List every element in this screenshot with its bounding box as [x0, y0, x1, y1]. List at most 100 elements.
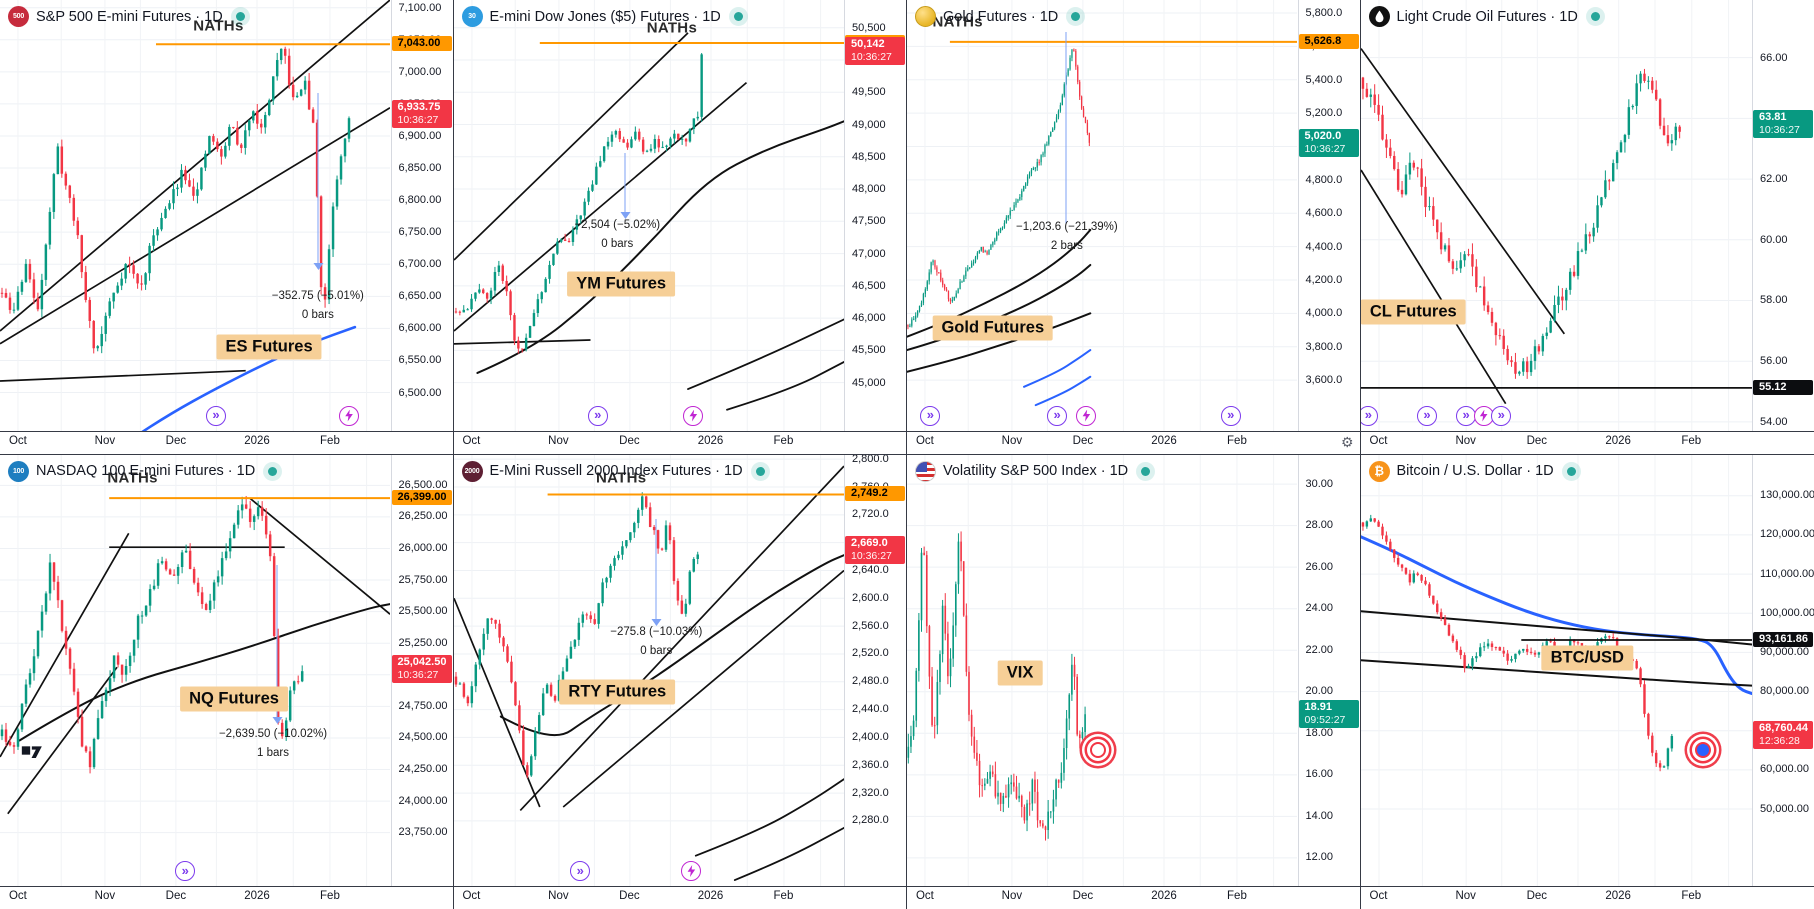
time-axis[interactable]: Oct Nov Dec 2026 Feb	[907, 886, 1360, 909]
price-tick-label: 7,100.00	[398, 1, 442, 14]
symbol-title[interactable]: E-Mini Russell 2000 Index Futures · 1D	[489, 463, 743, 479]
chart-canvas[interactable]	[0, 0, 390, 431]
symbol-title[interactable]: NASDAQ 100 E-mini Futures · 1D	[36, 463, 256, 479]
last-price-label[interactable]: 68,760.44 12:36:28	[1753, 721, 1813, 750]
time-axis[interactable]: Oct Nov Dec 2026 Feb	[0, 886, 453, 909]
record-rings-icon[interactable]	[1090, 742, 1107, 759]
price-tick-label: 100,000.00	[1760, 606, 1814, 619]
time-axis[interactable]: Oct Nov Dec 2026 Feb	[1360, 886, 1814, 909]
symbol-title[interactable]: Light Crude Oil Futures · 1D	[1396, 8, 1578, 25]
price-axis[interactable]: 50,50050,00049,50049,00048,50048,00047,5…	[844, 0, 906, 431]
lightning-icon[interactable]	[681, 861, 702, 881]
chart-canvas[interactable]	[907, 454, 1297, 887]
level-price-label[interactable]: 93,161.86	[1753, 631, 1813, 647]
scale-settings-icon[interactable]: ⚙	[1340, 433, 1354, 450]
time-axis[interactable]: Oct Nov Dec 2026 Feb	[453, 430, 906, 454]
last-price-label[interactable]: 18.91 09:52:27	[1298, 699, 1359, 728]
go-to-realtime-icon[interactable]: »	[1047, 405, 1068, 426]
instrument-label-box[interactable]: ES Futures	[216, 334, 322, 360]
go-to-realtime-icon[interactable]: »	[1220, 405, 1241, 426]
go-to-realtime-icon[interactable]: »	[570, 861, 591, 881]
last-price-label[interactable]: 2,669.0 10:36:27	[845, 535, 905, 564]
lightning-icon[interactable]	[339, 405, 360, 426]
instrument-label-box[interactable]: BTC/USD	[1541, 645, 1633, 671]
symbol-title[interactable]: S&P 500 E-mini Futures · 1D	[36, 8, 223, 25]
chart-canvas[interactable]	[907, 0, 1297, 431]
instrument-label-box[interactable]: RTY Futures	[559, 679, 676, 705]
market-status-icon[interactable]	[755, 466, 765, 476]
time-axis[interactable]: Oct Nov Dec 2026 Feb	[1360, 430, 1814, 454]
market-status-icon[interactable]	[733, 12, 743, 21]
instrument-label-box[interactable]: YM Futures	[567, 271, 676, 297]
price-axis[interactable]: 2,800.02,760.02,720.02,680.02,640.02,600…	[844, 454, 906, 886]
symbol-title[interactable]: Volatility S&P 500 Index · 1D	[943, 463, 1129, 479]
record-rings-icon[interactable]	[1695, 741, 1712, 758]
go-to-realtime-icon[interactable]: »	[1416, 405, 1437, 426]
level-price-label[interactable]: 55.12	[1753, 379, 1813, 395]
instrument-label-box[interactable]: NQ Futures	[180, 686, 288, 712]
naths-label[interactable]: NATHs	[595, 469, 647, 487]
ath-price-label[interactable]: 7,043.00	[391, 36, 452, 52]
price-axis[interactable]: 130,000.00 120,000.00 110,000.00 100,000.00…	[1752, 454, 1814, 886]
symbol-title[interactable]: Gold Futures · 1D	[943, 8, 1059, 25]
last-price-label[interactable]: 25,042.50 10:36:27	[391, 654, 452, 683]
time-axis[interactable]: Oct Nov Dec 2026 Feb	[453, 886, 906, 909]
chart-canvas[interactable]	[1360, 454, 1752, 887]
price-axis[interactable]: 5,800.05,600.05,400.05,200.05,000.04,800…	[1297, 0, 1360, 431]
arrow-head-icon	[651, 619, 662, 627]
symbol-title[interactable]: Bitcoin / U.S. Dollar · 1D	[1396, 463, 1554, 479]
chart-canvas[interactable]	[1360, 0, 1752, 431]
market-status-icon[interactable]	[1566, 466, 1576, 476]
symbol-title[interactable]: E-mini Dow Jones ($5) Futures · 1D	[489, 8, 721, 25]
instrument-label-box[interactable]: VIX	[997, 660, 1043, 686]
market-status-icon[interactable]	[1071, 12, 1081, 21]
price-axis[interactable]: 7,100.007,050.007,000.006,950.006,900.00…	[390, 0, 453, 431]
last-price-label[interactable]: 6,933.75 10:36:27	[391, 100, 452, 129]
symbol-header: 500 S&P 500 E-mini Futures · 1D	[8, 6, 245, 27]
instrument-label-box[interactable]: Gold Futures	[932, 315, 1054, 341]
market-status-icon[interactable]	[235, 12, 245, 21]
ath-price-label[interactable]: 5,626.8	[1298, 33, 1359, 49]
price-axis[interactable]: 66.0064.0062.0060.0058.0056.0054.0063.81…	[1752, 0, 1814, 431]
market-status-icon[interactable]	[268, 466, 278, 476]
lightning-icon[interactable]	[1076, 405, 1097, 426]
chart-canvas[interactable]	[0, 454, 390, 887]
time-label: Dec	[1526, 890, 1548, 902]
go-to-realtime-icon[interactable]: »	[206, 405, 227, 426]
time-axis[interactable]: Oct Nov Dec 2026 Feb	[0, 430, 453, 454]
measure-label[interactable]: −352.75 (−5.01%) 0 bars	[271, 290, 364, 321]
go-to-realtime-icon[interactable]: »	[587, 405, 608, 426]
price-tick-label: 12.00	[1305, 851, 1334, 864]
go-to-realtime-icon[interactable]: »	[1491, 405, 1512, 426]
naths-label[interactable]: NATHs	[107, 469, 158, 487]
time-label: 2026	[244, 890, 270, 902]
measure-label[interactable]: −2,639.50 (−10.02%) 1 bars	[218, 727, 328, 759]
naths-label[interactable]: NATHs	[646, 19, 698, 37]
instrument-label-box[interactable]: CL Futures	[1360, 299, 1466, 325]
ath-price-label[interactable]: 2,749.2	[845, 486, 905, 501]
last-price-label[interactable]: 63.81 10:36:27	[1753, 110, 1813, 139]
market-status-icon[interactable]	[1590, 12, 1600, 21]
naths-label[interactable]: NATHs	[193, 17, 244, 35]
price-axis[interactable]: 26,500.00 26,250.00 26,000.00 25,750.00 25,5…	[390, 454, 453, 886]
naths-label[interactable]: NATHs	[932, 13, 983, 31]
measure-label[interactable]: −1,203.6 (−21.39%) 2 bars	[1016, 221, 1118, 253]
go-to-realtime-icon[interactable]: »	[1360, 405, 1379, 426]
measure-label[interactable]: −275.8 (−10.03%) 0 bars	[610, 626, 703, 658]
panel-body: BTC/USD 130,000.00 120,000.00 110,000.00 100…	[1360, 454, 1814, 887]
go-to-realtime-icon[interactable]: »	[920, 405, 941, 426]
time-label: Nov	[548, 890, 569, 902]
market-status-icon[interactable]	[1141, 466, 1151, 476]
symbol-header: Light Crude Oil Futures · 1D	[1368, 6, 1600, 27]
chart-canvas[interactable]	[453, 454, 844, 887]
go-to-realtime-icon[interactable]: »	[175, 861, 196, 881]
measure-label[interactable]: −2,504 (−5.02%) 0 bars	[574, 218, 661, 250]
last-price-label[interactable]: 5,020.0 10:36:27	[1298, 129, 1359, 158]
time-axis[interactable]: ⚙ Oct Nov Dec 2026 Feb	[907, 430, 1360, 454]
last-price-label[interactable]: 50,142 10:36:27	[845, 36, 905, 65]
price-axis[interactable]: 30.00 28.00 26.00 24.00 22.00 20.00 18.00 16.00…	[1297, 454, 1360, 886]
ath-price-label[interactable]: 26,399.00	[391, 489, 452, 505]
chart-canvas[interactable]	[453, 0, 844, 431]
lightning-icon[interactable]	[683, 405, 704, 426]
symbol-header: 100 NASDAQ 100 E-mini Futures · 1D	[8, 460, 278, 482]
